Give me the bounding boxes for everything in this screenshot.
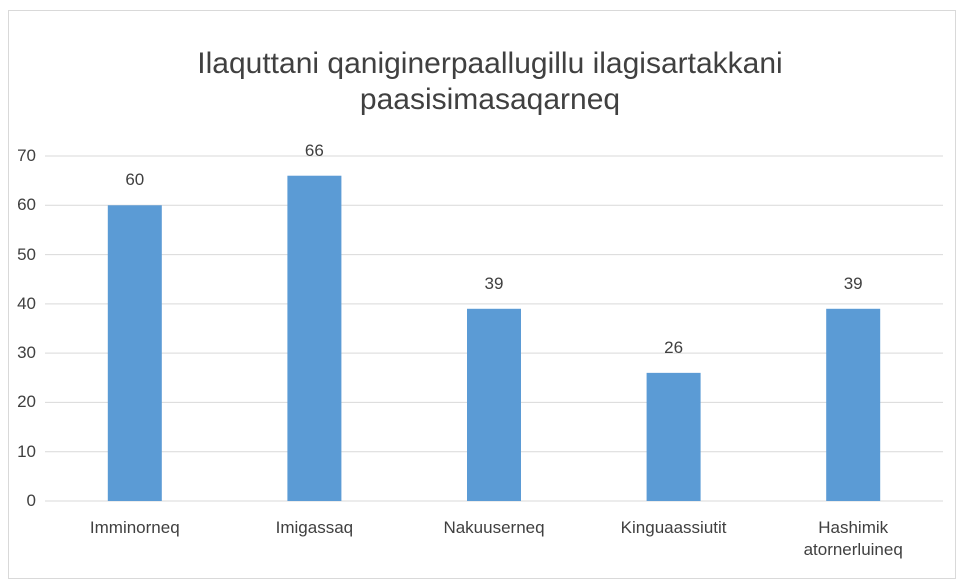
x-tick-label: Nakuuserneq [443,518,545,537]
chart-title: Ilaquttani qaniginerpaallugillu ilagisar… [197,47,783,116]
y-tick-label: 0 [26,491,36,510]
data-label: 60 [125,170,145,190]
y-tick-label: 10 [17,441,36,461]
x-tick-label: Imminorneq [89,518,180,537]
chart-frame [8,10,956,579]
bar [467,308,521,501]
bar [646,372,701,501]
y-tick-label: 50 [17,244,36,264]
y-tick-label: 30 [17,343,36,363]
x-tick-label: Hashimik atornerluineq [803,518,903,559]
data-label: 39 [484,273,504,293]
y-tick-label: 70 [17,146,36,165]
y-tick-label: 60 [17,195,36,215]
bar [826,308,881,501]
x-tick-label: Imigassaq [275,518,354,537]
y-tick-label: 40 [17,293,36,313]
x-tick-label: Kinguaassiutit [620,518,727,537]
bar [107,205,162,502]
data-label: 26 [664,337,684,357]
data-label: 39 [843,273,863,293]
y-tick-label: 20 [17,392,36,412]
data-label: 66 [304,140,324,160]
bar [287,175,342,501]
